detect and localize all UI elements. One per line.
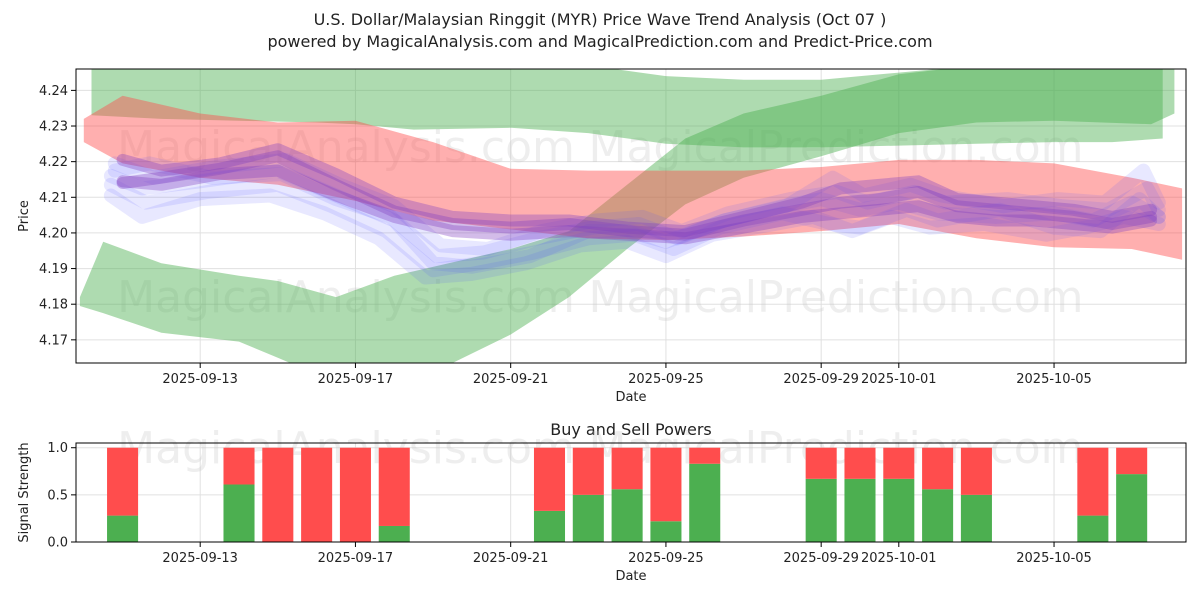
main-x-tick-label: 2025-09-13 xyxy=(162,372,238,387)
main-x-tick-label: 2025-09-25 xyxy=(628,372,704,387)
sell-bar xyxy=(844,447,876,479)
wave-purple-2 xyxy=(116,143,1158,238)
main-y-tick-label: 4.22 xyxy=(39,155,68,170)
sub-y-tick-label: 0.0 xyxy=(47,536,68,551)
wave-blue-1 xyxy=(103,163,1166,274)
buy-bar xyxy=(223,484,255,542)
sell-bar xyxy=(533,447,566,511)
buy-bar xyxy=(960,494,992,542)
sell-bar xyxy=(1116,447,1148,475)
buy-bar xyxy=(1116,474,1148,542)
watermark-prediction: MagicalPrediction.com xyxy=(589,272,1084,323)
watermark-prediction: MagicalPrediction.com xyxy=(589,122,1084,173)
wave-blue-5 xyxy=(107,156,1166,264)
price-wave-plot: MagicalAnalysis.com MagicalPrediction.com… xyxy=(17,68,1187,405)
sub-x-tick-label: 2025-09-29 xyxy=(783,551,859,566)
watermark-analysis: MagicalAnalysis.com xyxy=(117,122,575,173)
wave-blue-4 xyxy=(103,188,1166,285)
main-series xyxy=(79,69,1183,363)
main-y-tick-label: 4.21 xyxy=(39,191,68,206)
watermark-analysis: MagicalAnalysis.com xyxy=(117,272,575,323)
sub-x-tick-label: 2025-09-17 xyxy=(318,551,394,566)
buy-sell-powers-plot: Buy and Sell PowersMagicalAnalysis.comMa… xyxy=(17,420,1187,584)
buy-bar xyxy=(572,494,604,542)
main-x-tick-label: 2025-10-01 xyxy=(861,372,937,387)
main-y-tick-label: 4.18 xyxy=(39,298,68,313)
wave-purple-3 xyxy=(116,164,1158,245)
buy-bar xyxy=(805,478,837,542)
main-x-tick-label: 2025-09-17 xyxy=(318,372,394,387)
sell-bar xyxy=(689,447,721,464)
sell-bar xyxy=(1077,447,1109,516)
sell-bar xyxy=(611,447,643,490)
buy-bar xyxy=(611,489,643,542)
band-red-brown xyxy=(83,95,1183,260)
band-green-upper xyxy=(91,69,1163,148)
buy-bar xyxy=(107,515,139,542)
sell-bar xyxy=(572,447,604,495)
sell-bar xyxy=(301,447,333,542)
main-watermarks: MagicalAnalysis.com MagicalPrediction.com… xyxy=(117,122,1083,323)
buy-bar xyxy=(922,489,954,542)
sell-bar xyxy=(223,447,255,485)
sub-y-axis-label: Signal Strength xyxy=(17,442,32,542)
sell-bar xyxy=(650,447,682,522)
sell-bar xyxy=(339,447,371,542)
main-y-tick-label: 4.23 xyxy=(39,120,68,135)
main-x-tick-label: 2025-10-05 xyxy=(1016,372,1092,387)
sub-x-tick-label: 2025-10-05 xyxy=(1016,551,1092,566)
main-y-tick-label: 4.19 xyxy=(39,262,68,277)
sub-frame xyxy=(75,442,1187,543)
buy-bar xyxy=(1077,515,1109,542)
sell-bar xyxy=(262,447,294,542)
buy-bar xyxy=(883,478,915,542)
sell-bar xyxy=(883,447,915,479)
wave-blue-2 xyxy=(103,177,1166,278)
chart-title-line-1: U.S. Dollar/Malaysian Ringgit (MYR) Pric… xyxy=(313,10,887,29)
main-x-tick-label: 2025-09-21 xyxy=(473,372,549,387)
main-frame xyxy=(75,68,1187,364)
buy-bar xyxy=(533,510,566,542)
main-x-axis-label: Date xyxy=(615,390,646,405)
sub-x-tick-label: 2025-10-01 xyxy=(861,551,937,566)
sub-x-tick-label: 2025-09-13 xyxy=(162,551,238,566)
band-green-rising xyxy=(79,69,1175,363)
main-y-tick-label: 4.17 xyxy=(39,333,68,348)
buy-bar xyxy=(844,478,876,542)
sell-bar xyxy=(960,447,992,495)
wave-blue-3 xyxy=(107,152,1166,256)
buy-sell-title: Buy and Sell Powers xyxy=(550,420,712,439)
sell-bar xyxy=(378,447,410,526)
sell-bar xyxy=(922,447,954,490)
main-x-tick-label: 2025-09-29 xyxy=(783,372,859,387)
wave-purple-1 xyxy=(116,150,1158,241)
sub-y-tick-label: 1.0 xyxy=(47,441,68,456)
main-y-tick-label: 4.20 xyxy=(39,226,68,241)
main-y-axis-label: Price xyxy=(17,200,32,232)
sub-x-tick-label: 2025-09-21 xyxy=(473,551,549,566)
sub-x-axis-label: Date xyxy=(615,569,646,584)
sell-bar xyxy=(107,447,139,516)
main-y-tick-label: 4.24 xyxy=(39,84,68,99)
sell-bar xyxy=(805,447,837,479)
chart-title-line-2: powered by MagicalAnalysis.com and Magic… xyxy=(267,32,933,51)
buy-bar xyxy=(689,463,721,542)
buy-bar xyxy=(650,521,682,542)
buy-bar xyxy=(378,525,410,542)
sub-x-tick-label: 2025-09-25 xyxy=(628,551,704,566)
sub-y-tick-label: 0.5 xyxy=(47,488,68,503)
